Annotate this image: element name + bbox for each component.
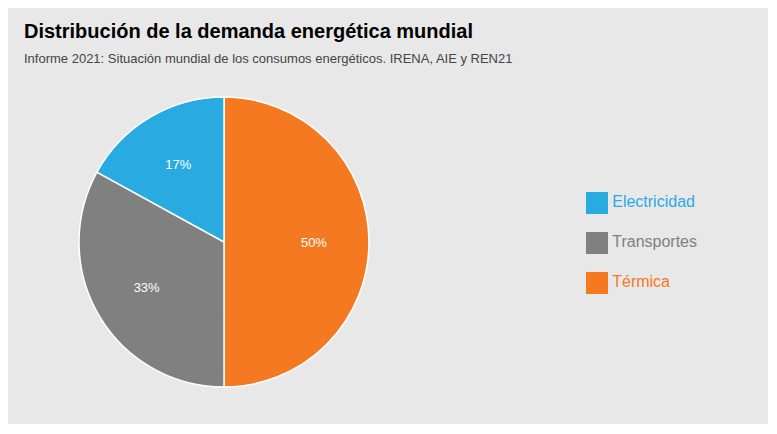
html-text:Informe 2021: Situación mundia: Informe 2021: Situación mundial de los c… [24, 51, 513, 66]
html-text:Térmica: Térmica [612, 273, 670, 290]
svg-text:50%: 50% [301, 235, 327, 250]
svg-text:17%: 17% [165, 157, 191, 172]
html-text:Transportes: Transportes [612, 233, 697, 250]
svg-text:33%: 33% [134, 280, 160, 295]
html-text:Distribución de la demanda ene: Distribución de la demanda energética mu… [24, 20, 473, 42]
html-text:Electricidad: Electricidad [612, 193, 695, 210]
